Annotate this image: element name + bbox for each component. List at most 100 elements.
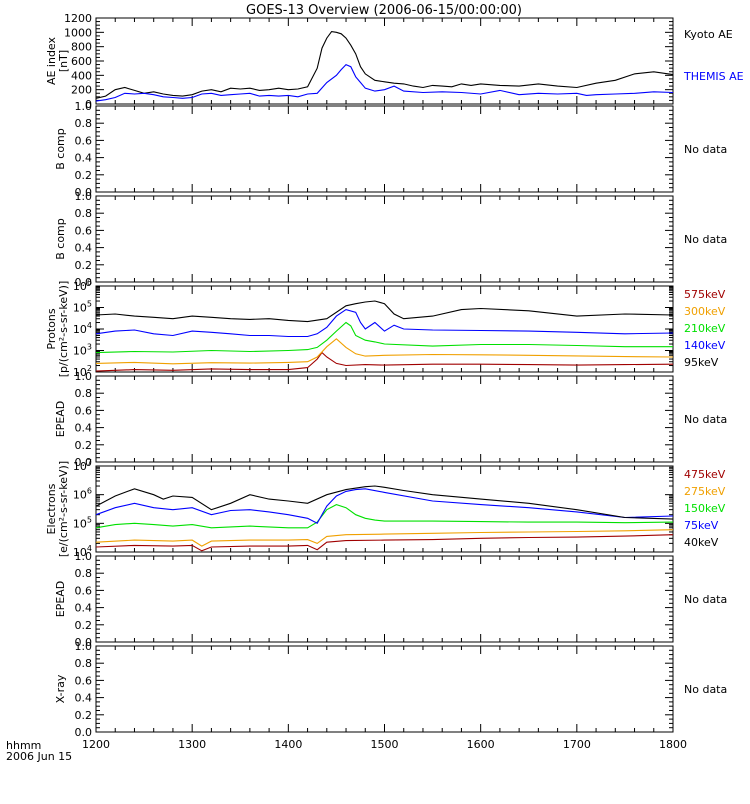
series-line-40kev	[95, 485, 674, 520]
panel-frame	[95, 17, 674, 105]
y-tick-label: 0.4	[75, 152, 93, 165]
legend-label: 300keV	[684, 305, 726, 318]
y-tick-label: 1.0	[75, 640, 93, 653]
y-tick-label: 104	[73, 321, 92, 336]
y-tick-label: 0.6	[75, 404, 93, 417]
y-tick-label: 0.2	[75, 259, 93, 272]
series-line-150kev	[95, 504, 674, 529]
panel-frame	[95, 375, 674, 463]
series-line-475kev	[95, 534, 674, 552]
y-tick-base: 10	[73, 366, 87, 379]
y-tick-exponent: 3	[87, 343, 92, 352]
panel-8: 0.0 0.2 0.4 0.6 0.8 1.0 1200 1300 1400 1500 1600 17…	[54, 640, 727, 751]
series-line-275kev	[95, 529, 674, 547]
x-tick-label: 1700	[563, 738, 591, 751]
y-tick-label: 0.6	[75, 674, 93, 687]
y-tick-label: 0.8	[75, 387, 93, 400]
y-tick-label: 800	[71, 41, 92, 54]
y-tick-base: 10	[73, 517, 87, 530]
series-line-kyoto-ae	[95, 31, 674, 99]
panel-frame	[95, 195, 674, 283]
panel-frame	[95, 285, 674, 373]
y-tick-label: 0.6	[75, 224, 93, 237]
y-tick-label: 0.6	[75, 134, 93, 147]
no-data-label: No data	[684, 233, 727, 246]
y-axis-label: X-ray	[54, 674, 67, 703]
y-tick-exponent: 4	[87, 544, 92, 553]
no-data-label: No data	[684, 143, 727, 156]
legend-label: 95keV	[684, 356, 719, 369]
x-tick-label: 1300	[178, 738, 206, 751]
y-tick-label: 0.4	[75, 422, 93, 435]
y-axis-label: [nT]	[57, 50, 70, 72]
y-tick-label: 0.2	[75, 709, 93, 722]
no-data-label: No data	[684, 593, 727, 606]
x-axis-label-line2: 2006 Jun 15	[6, 750, 72, 763]
y-tick-base: 10	[73, 280, 87, 293]
y-tick-label: 106	[73, 278, 92, 293]
y-tick-exponent: 6	[87, 278, 92, 287]
y-tick-label: 0.0	[75, 726, 93, 739]
y-tick-label: 0.2	[75, 619, 93, 632]
y-tick-label: 1.0	[75, 550, 93, 563]
y-tick-label: 0.2	[75, 169, 93, 182]
y-tick-exponent: 2	[87, 364, 92, 373]
x-tick-label: 1200	[82, 738, 110, 751]
legend-label: 210keV	[684, 322, 726, 335]
y-tick-label: 600	[71, 55, 92, 68]
x-tick-label: 1400	[274, 738, 302, 751]
plot-title: GOES-13 Overview (2006-06-15/00:00:00)	[246, 3, 522, 18]
series-line-themis-ae	[95, 63, 674, 102]
y-tick-label: 106	[73, 487, 92, 502]
legend-label: 75keV	[684, 519, 719, 532]
y-axis-label: [e/(cm²-s-sr-keV)]	[57, 461, 70, 557]
y-tick-label: 0.8	[75, 657, 93, 670]
legend-label: 150keV	[684, 502, 726, 515]
y-tick-label: 104	[73, 544, 92, 559]
panel-7: 0.0 0.2 0.4 0.6 0.8 1.0 EPEAD No data	[54, 550, 727, 649]
legend-label: 475keV	[684, 468, 726, 481]
y-tick-exponent: 4	[87, 321, 92, 330]
y-axis-label: AE index	[45, 36, 58, 85]
series-line-300kev	[95, 338, 674, 365]
legend-label: 575keV	[684, 288, 726, 301]
y-axis-label: [p/(cm²-s-sr-keV)]	[57, 281, 70, 378]
panel-5: 0.0 0.2 0.4 0.6 0.8 1.0 EPEAD No data	[54, 370, 727, 469]
y-tick-label: 1200	[64, 12, 92, 25]
x-axis-label-line1: hhmm	[6, 739, 41, 752]
y-axis-label: B comp	[54, 218, 67, 260]
y-axis-label: Protons	[45, 308, 58, 349]
panel-2: 0.0 0.2 0.4 0.6 0.8 1.0 B comp No data	[54, 100, 727, 199]
y-axis-label: Electrons	[45, 483, 58, 534]
y-tick-label: 105	[73, 300, 92, 315]
y-tick-base: 10	[73, 323, 87, 336]
y-tick-label: 1000	[64, 26, 92, 39]
panel-frame	[95, 645, 674, 733]
y-tick-exponent: 5	[87, 300, 92, 309]
legend-label: 140keV	[684, 339, 726, 352]
no-data-label: No data	[684, 413, 727, 426]
y-tick-label: 0.8	[75, 567, 93, 580]
y-tick-base: 10	[73, 302, 87, 315]
legend-label: THEMIS AE	[683, 70, 744, 83]
y-tick-label: 0.2	[75, 439, 93, 452]
y-tick-label: 102	[73, 364, 92, 379]
series-line-95kev	[95, 300, 674, 323]
y-tick-base: 10	[73, 345, 87, 358]
series-line-140kev	[95, 309, 674, 338]
x-tick-label: 1800	[659, 738, 687, 751]
y-tick-label: 103	[73, 343, 92, 358]
y-axis-label: EPEAD	[54, 581, 67, 618]
y-tick-label: 0.8	[75, 207, 93, 220]
series-line-75kev	[95, 488, 674, 525]
y-tick-label: 1.0	[75, 370, 93, 383]
y-axis-label: EPEAD	[54, 401, 67, 438]
legend-label: 40keV	[684, 536, 719, 549]
series-line-575kev	[95, 351, 674, 372]
x-tick-label: 1600	[467, 738, 495, 751]
